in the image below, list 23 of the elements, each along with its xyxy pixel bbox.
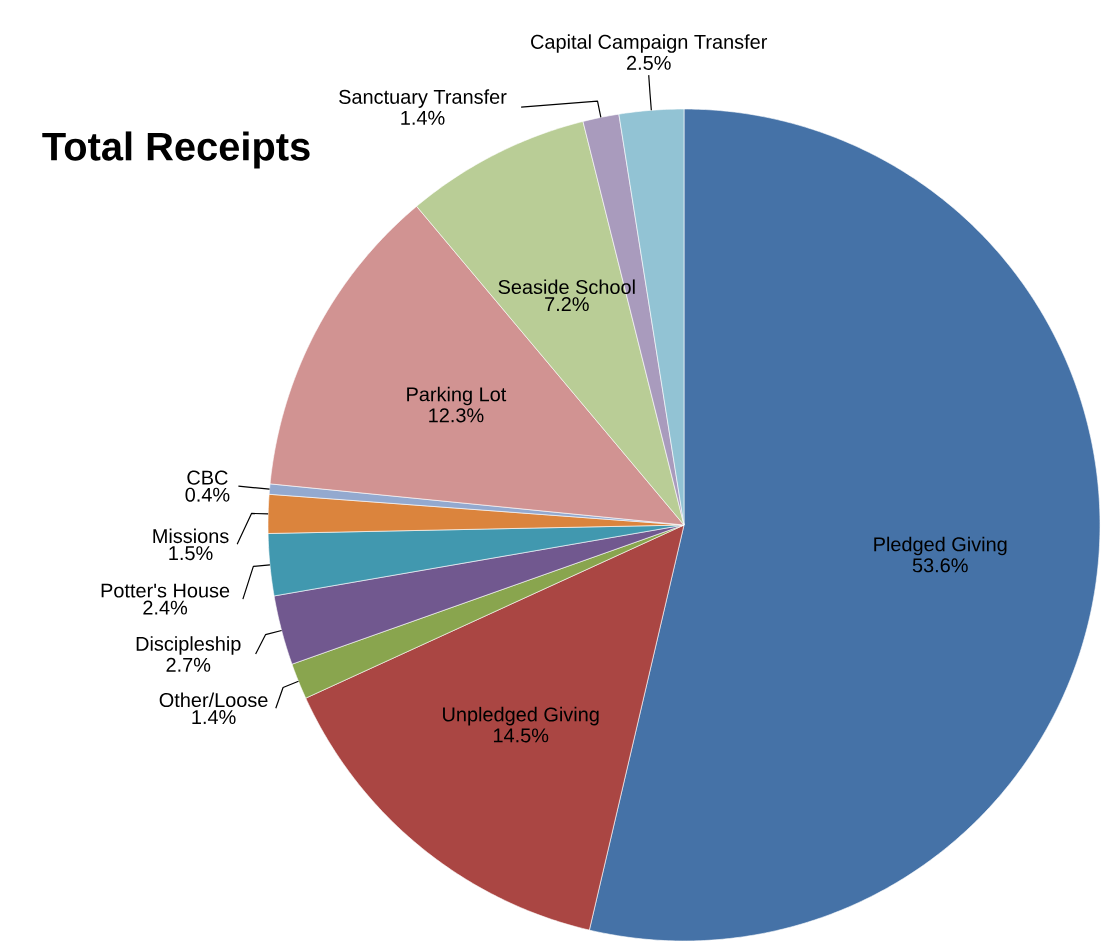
data-label: 1.5% bbox=[169, 546, 213, 561]
slice-label: Other/Loose bbox=[159, 692, 268, 708]
slice-label: Potter's House bbox=[101, 583, 230, 598]
data-label: 2.4% bbox=[143, 600, 188, 615]
slice-label: Capital Campaign Transfer bbox=[531, 34, 768, 53]
slice-label: Missions bbox=[153, 528, 229, 544]
slice-label: CBC bbox=[187, 470, 228, 485]
data-label: 2.5% bbox=[627, 55, 671, 70]
text: Total Receipts bbox=[42, 131, 310, 169]
data-label: 0.4% bbox=[185, 487, 230, 502]
data-label: 12.3% bbox=[429, 408, 484, 423]
slice-label: Unpledged Giving bbox=[443, 706, 599, 726]
data-label: 1.4% bbox=[192, 710, 236, 725]
data-label: 53.6% bbox=[912, 558, 968, 573]
slice-label: Sanctuary Transfer bbox=[339, 89, 507, 108]
slice-label: Pledged Giving bbox=[874, 536, 1007, 556]
data-label: 1.4% bbox=[401, 110, 445, 125]
slice-label: Discipleship bbox=[136, 636, 241, 655]
slice-label: Seaside School bbox=[498, 279, 635, 295]
slice-label: Parking Lot bbox=[407, 386, 507, 406]
data-label: 7.2% bbox=[545, 297, 589, 312]
data-label: 2.7% bbox=[166, 657, 211, 672]
data-label: 14.5% bbox=[493, 728, 549, 743]
